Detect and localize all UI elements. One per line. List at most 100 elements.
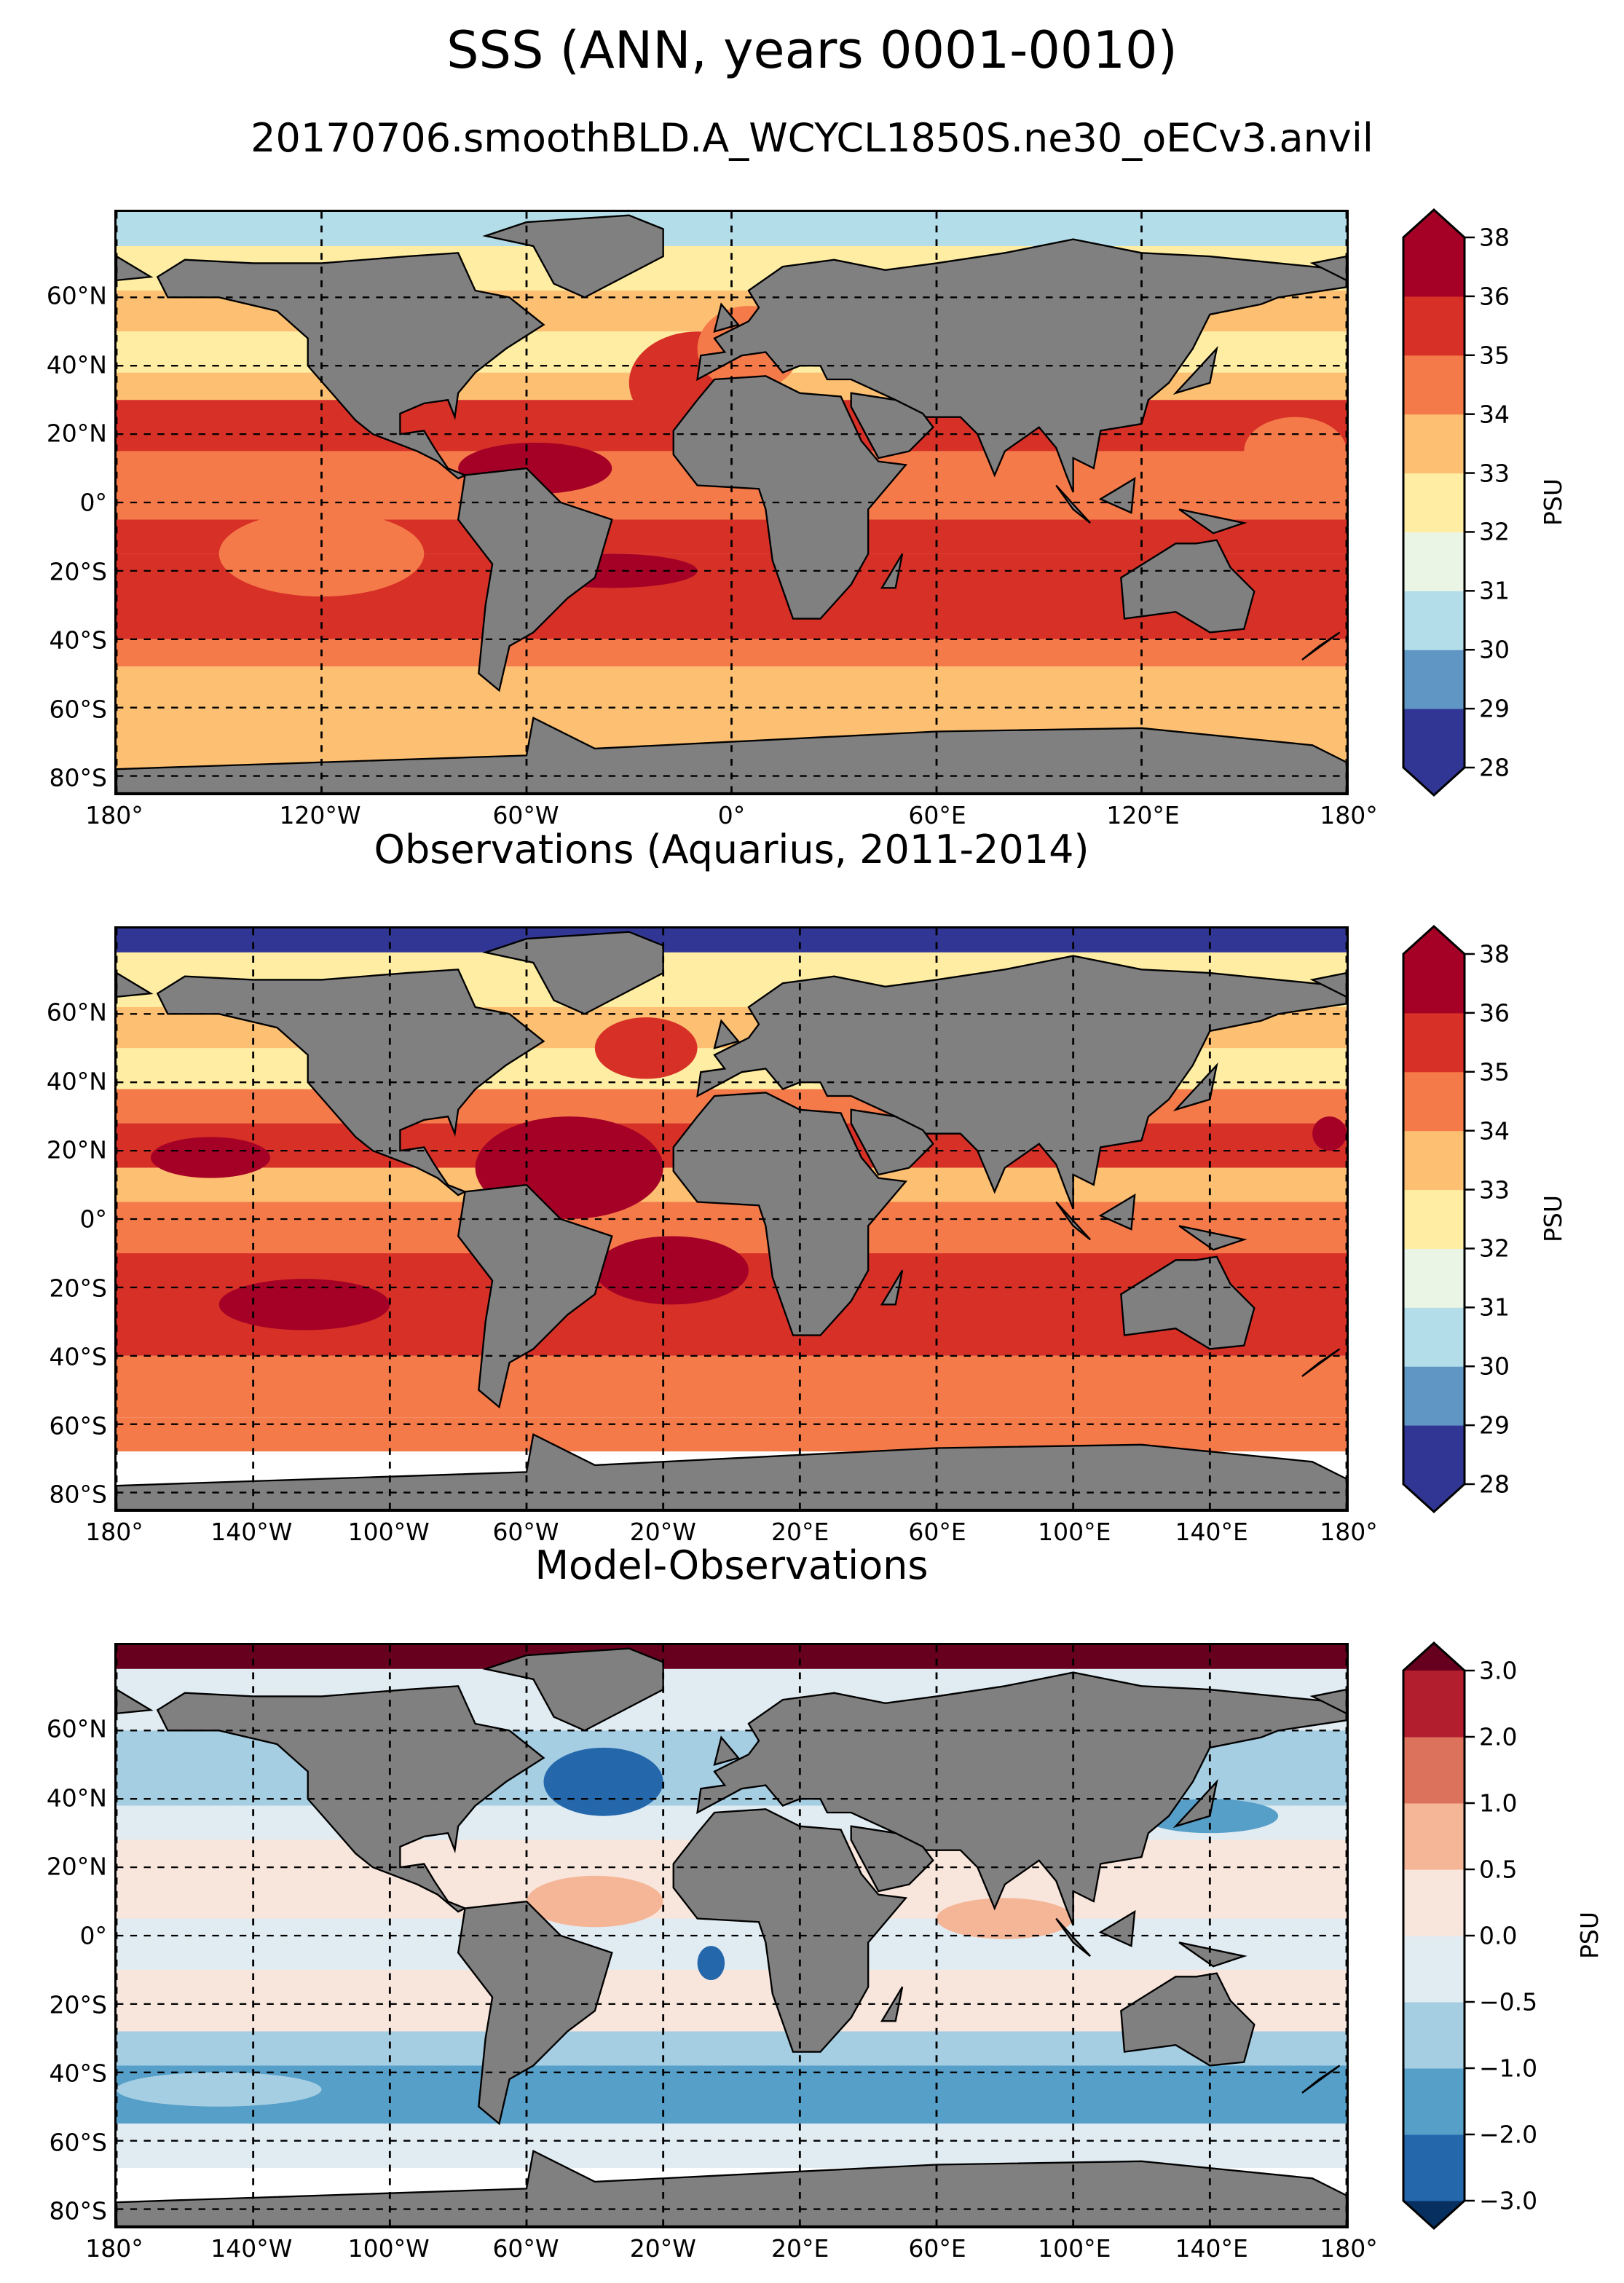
diff-panel-title: Model-Observations: [535, 1542, 929, 1588]
colorbar-segment: [1403, 1130, 1465, 1191]
obs-map: [114, 926, 1349, 1512]
colorbar-over-extension: [1403, 210, 1465, 237]
colorbar-tick-label: 33: [1479, 459, 1510, 488]
colorbar-tick-label: 35: [1479, 1057, 1510, 1087]
colorbar-segment: [1403, 414, 1465, 474]
colorbar-tick-label: −3.0: [1479, 2186, 1538, 2215]
x-tick-label: 180°: [85, 801, 143, 829]
land-mass: [117, 1688, 154, 1715]
land-mass: [117, 2149, 1347, 2226]
salinity-patch: [1312, 1116, 1347, 1151]
colorbar-segment: [1403, 591, 1465, 650]
salinity-patch: [117, 2072, 322, 2107]
y-tick-label: 40°N: [46, 350, 107, 379]
colorbar-tick-label: 30: [1479, 635, 1510, 664]
x-tick-label: 60°E: [908, 2234, 966, 2263]
x-tick-label: 100°W: [347, 2234, 430, 2263]
salinity-band: [117, 1645, 1347, 1669]
x-tick-label: 60°E: [908, 801, 966, 829]
x-tick-label: 180°: [85, 1518, 143, 1546]
land-mass: [1055, 484, 1091, 524]
land-mass: [1309, 1688, 1347, 1715]
colorbar-tick-label: 36: [1479, 282, 1510, 311]
colorbar-under-extension: [1403, 768, 1465, 795]
colorbar-segment: [1403, 1071, 1465, 1132]
diff-map: [114, 1643, 1349, 2228]
land-mass: [1178, 508, 1247, 535]
x-tick-label: 100°E: [1038, 1518, 1111, 1546]
colorbar-tick-label: 38: [1479, 223, 1510, 252]
salinity-band: [117, 928, 1347, 953]
salinity-band: [117, 1918, 1347, 1970]
colorbar-over-extension: [1403, 926, 1465, 954]
y-tick-label: 40°S: [49, 2059, 107, 2088]
colorbar-segment: [1403, 1425, 1465, 1485]
land-mass: [117, 971, 154, 998]
land-mass: [1178, 1225, 1247, 1251]
model-colorbar: [1402, 208, 1475, 797]
land-mass: [1098, 476, 1136, 514]
x-tick-label: 60°E: [908, 1518, 966, 1546]
y-tick-label: 20°N: [46, 1135, 107, 1164]
x-tick-label: 20°W: [629, 2234, 696, 2263]
colorbar-tick-label: −2.0: [1479, 2120, 1538, 2149]
x-tick-label: 180°: [1320, 801, 1378, 829]
colorbar-tick-label: 2.0: [1479, 1722, 1518, 1751]
land-mass: [117, 255, 154, 282]
colorbar-tick-label: 34: [1479, 400, 1510, 429]
obs-colorbar: [1402, 924, 1475, 1514]
y-tick-label: 60°S: [49, 1411, 107, 1440]
colorbar-tick-label: −0.5: [1479, 1987, 1538, 2016]
x-tick-label: 180°: [85, 2234, 143, 2263]
y-tick-label: 40°N: [46, 1067, 107, 1096]
x-tick-label: 20°E: [770, 1518, 829, 1546]
salinity-patch: [937, 1898, 1073, 1939]
colorbar-tick-label: 31: [1479, 1293, 1510, 1322]
colorbar-segment: [1403, 296, 1465, 356]
salinity-band: [117, 2124, 1347, 2169]
colorbar-label: PSU: [1539, 478, 1568, 527]
x-tick-label: 60°W: [492, 2234, 559, 2263]
colorbar-label: PSU: [1539, 1194, 1568, 1243]
colorbar-segment: [1403, 954, 1465, 1014]
land-mass: [1120, 1255, 1256, 1350]
y-tick-label: 0°: [79, 488, 108, 517]
colorbar-tick-label: 32: [1479, 517, 1510, 546]
y-tick-label: 60°N: [46, 998, 107, 1027]
land-mass: [850, 1825, 934, 1893]
colorbar-segment: [1403, 2068, 1465, 2135]
colorbar-segment: [1403, 2134, 1465, 2201]
colorbar-segment: [1403, 709, 1465, 768]
y-tick-label: 60°S: [49, 2128, 107, 2157]
colorbar-segment: [1403, 237, 1465, 297]
land-mass: [1301, 2065, 1341, 2094]
land-mass: [1309, 971, 1347, 998]
colorbar-tick-label: 28: [1479, 1470, 1510, 1499]
salinity-band: [117, 1355, 1347, 1418]
salinity-patch: [594, 1017, 698, 1079]
y-tick-label: 20°S: [49, 1274, 107, 1303]
colorbar-tick-label: 35: [1479, 341, 1510, 370]
y-tick-label: 60°N: [46, 281, 107, 310]
x-tick-label: 180°: [1320, 2234, 1378, 2263]
y-tick-label: 20°S: [49, 1990, 107, 2019]
colorbar-under-extension: [1403, 2201, 1465, 2228]
colorbar-segment: [1403, 1366, 1465, 1426]
colorbar-over-extension: [1403, 1643, 1465, 1671]
land-mass: [1120, 539, 1256, 634]
y-tick-label: 40°N: [46, 1783, 107, 1813]
y-tick-label: 20°N: [46, 419, 107, 448]
y-tick-label: 80°S: [49, 1480, 107, 1509]
y-tick-label: 20°S: [49, 557, 107, 586]
colorbar-tick-label: 3.0: [1479, 1656, 1518, 1685]
salinity-patch: [218, 510, 425, 597]
salinity-band: [117, 2065, 1347, 2124]
x-tick-label: 60°W: [492, 1518, 559, 1546]
x-tick-label: 120°W: [279, 801, 361, 829]
colorbar-segment: [1403, 1671, 1465, 1738]
y-tick-label: 0°: [79, 1921, 108, 1950]
y-tick-label: 60°N: [46, 1714, 107, 1743]
x-tick-label: 60°W: [492, 801, 559, 829]
x-tick-label: 20°W: [629, 1518, 696, 1546]
colorbar-tick-label: 1.0: [1479, 1789, 1518, 1818]
